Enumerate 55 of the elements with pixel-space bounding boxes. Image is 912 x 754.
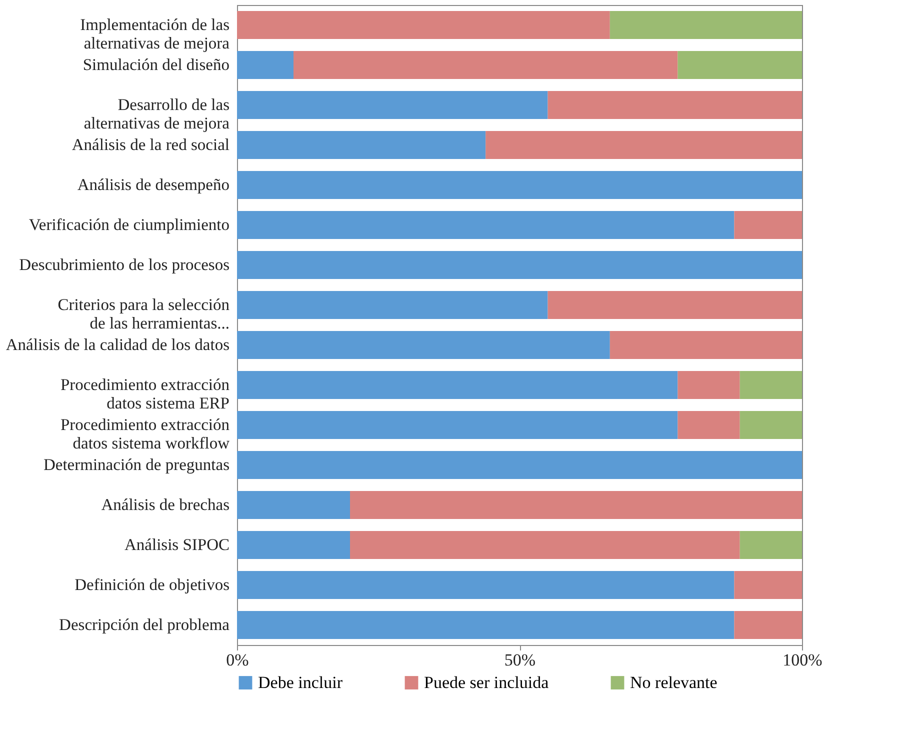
bar bbox=[610, 11, 802, 39]
legend-label: No relevante bbox=[630, 672, 718, 692]
bar bbox=[740, 411, 802, 439]
bar bbox=[734, 571, 802, 599]
bar bbox=[237, 211, 734, 239]
y-tick-label: Determinación de preguntas bbox=[43, 455, 230, 474]
bar bbox=[548, 291, 802, 319]
y-tick-label: Verificación de ciumplimiento bbox=[28, 215, 230, 234]
bar bbox=[237, 531, 350, 559]
bar bbox=[237, 171, 802, 199]
bar bbox=[294, 51, 678, 79]
bar bbox=[486, 131, 802, 159]
bar bbox=[237, 251, 802, 279]
bar bbox=[237, 611, 734, 639]
bar bbox=[678, 51, 802, 79]
legend-label: Puede ser incluida bbox=[424, 672, 550, 692]
bar bbox=[734, 211, 802, 239]
y-tick-label: Análisis de brechas bbox=[101, 495, 230, 514]
bar bbox=[237, 51, 294, 79]
bar bbox=[740, 371, 802, 399]
bar bbox=[350, 491, 802, 519]
x-tick-label: 100% bbox=[782, 650, 822, 670]
y-tick-label: Procedimiento extracción datos sistema workflow bbox=[60, 415, 230, 452]
bar bbox=[678, 371, 740, 399]
bar bbox=[678, 411, 740, 439]
y-tick-label: Análisis SIPOC bbox=[124, 535, 230, 554]
bar bbox=[610, 331, 802, 359]
bar bbox=[237, 331, 610, 359]
bar bbox=[237, 371, 678, 399]
bar bbox=[237, 291, 548, 319]
bar bbox=[740, 531, 802, 559]
bar bbox=[350, 531, 740, 559]
y-tick-label: Análisis de desempeño bbox=[77, 175, 230, 194]
bar bbox=[237, 571, 734, 599]
bar bbox=[237, 411, 678, 439]
bar bbox=[237, 11, 610, 39]
y-tick-label: Simulación del diseño bbox=[82, 55, 230, 74]
bar bbox=[734, 611, 802, 639]
y-tick-label: Descripción del problema bbox=[59, 615, 230, 634]
bar bbox=[237, 491, 350, 519]
y-tick-label: Implementación de las alternativas de mejora bbox=[80, 15, 230, 52]
bar bbox=[548, 91, 802, 119]
x-tick-label: 0% bbox=[226, 650, 249, 670]
y-tick-label: Desarrollo de las alternativas de mejora bbox=[84, 95, 230, 132]
y-tick-label: Descubrimiento de los procesos bbox=[19, 255, 230, 274]
x-tick-label: 50% bbox=[504, 650, 536, 670]
y-tick-label: Procedimiento extracción datos sistema ERP bbox=[60, 375, 230, 412]
y-tick-label: Definición de objetivos bbox=[74, 575, 230, 594]
legend-label: Debe incluir bbox=[258, 672, 343, 692]
bar bbox=[237, 451, 802, 479]
bar bbox=[237, 131, 486, 159]
bar bbox=[237, 91, 548, 119]
y-tick-label: Criterios para la selección de las herramientas... bbox=[58, 295, 230, 332]
y-tick-label: Análisis de la calidad de los datos bbox=[6, 335, 230, 354]
y-tick-label: Análisis de la red social bbox=[72, 135, 230, 154]
